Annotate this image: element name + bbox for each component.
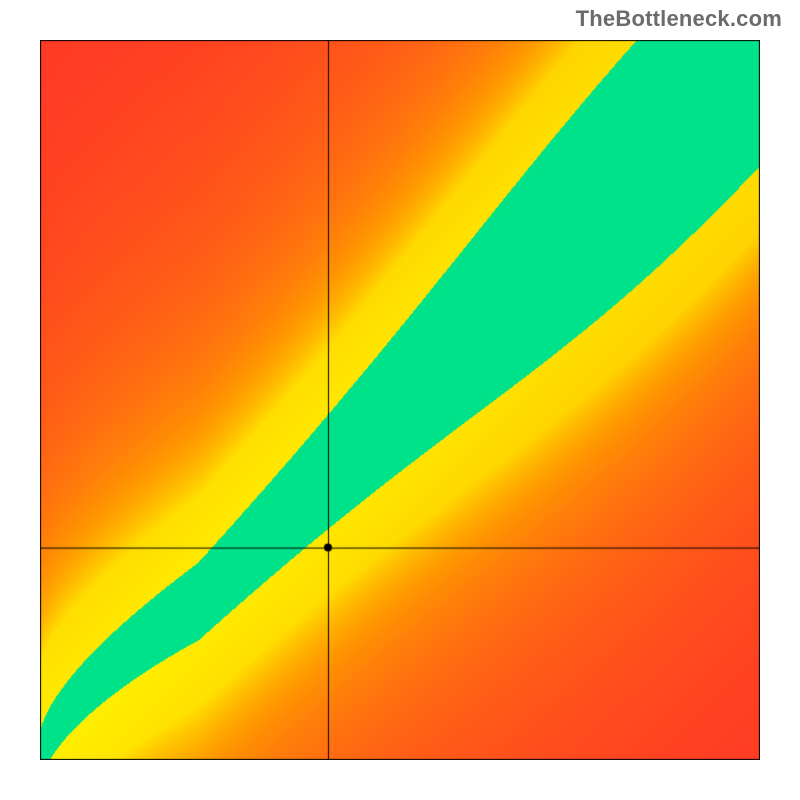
- bottleneck-heatmap-figure: TheBottleneck.com: [0, 0, 800, 800]
- heatmap-canvas: [40, 40, 760, 760]
- watermark-text: TheBottleneck.com: [576, 6, 782, 32]
